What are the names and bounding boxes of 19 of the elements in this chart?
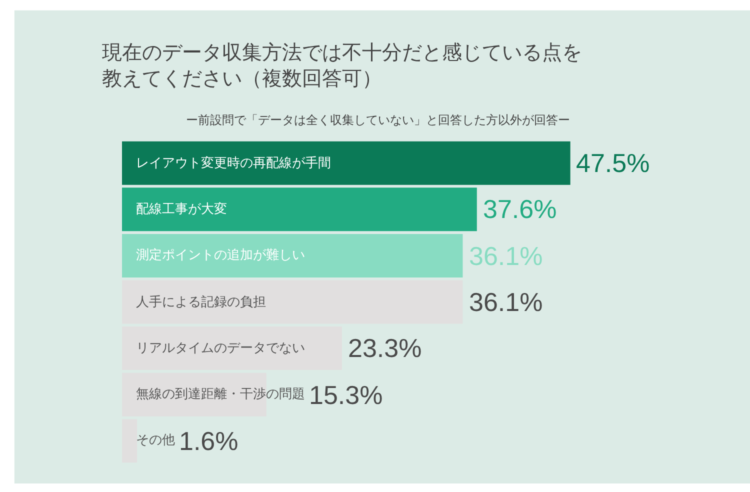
chart-subtitle: ー前設問で「データは全く収集していない」と回答した方以外が回答ー	[186, 113, 570, 127]
y-tick-label: レイアウト変更時の再配線が手間	[136, 155, 331, 171]
y-tick-label: 無線の到達距離・干渉の問題	[136, 387, 305, 402]
data-label: 15.3%	[309, 380, 383, 410]
y-tick-label: 人手による記録の負担	[136, 295, 266, 310]
data-label: 37.6%	[483, 194, 557, 224]
y-tick-label: 配線工事が大変	[136, 201, 227, 217]
y-tick-label: その他	[136, 433, 175, 448]
bar	[122, 234, 463, 278]
chart-title: 現在のデータ収集方法では不十分だと感じている点を教えてください（複数回答可）	[102, 40, 582, 90]
data-label: 36.1%	[469, 287, 543, 317]
data-label: 1.6%	[179, 426, 238, 456]
bar	[122, 141, 570, 185]
y-tick-label: リアルタイムのデータでない	[136, 341, 305, 356]
data-label: 23.3%	[348, 333, 422, 363]
bar	[122, 188, 477, 232]
data-label: 47.5%	[576, 148, 650, 178]
data-label: 36.1%	[469, 241, 543, 271]
y-tick-label: 測定ポイントの追加が難しい	[136, 248, 305, 263]
